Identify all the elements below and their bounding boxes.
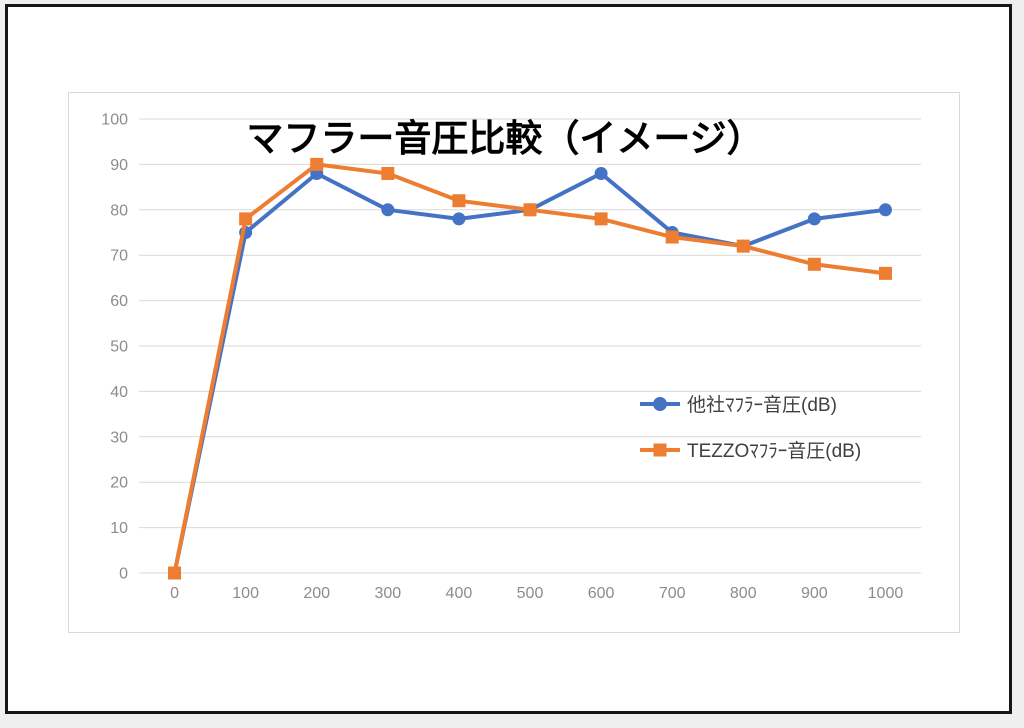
- y-axis-tick-label: 100: [101, 112, 128, 129]
- chart-title: マフラー音圧比較（イメージ）: [246, 118, 763, 159]
- y-axis-tick-label: 80: [110, 202, 128, 219]
- y-axis-tick-label: 0: [119, 566, 128, 583]
- x-axis-tick-label: 600: [588, 585, 615, 602]
- data-point-marker-0: [452, 212, 466, 226]
- x-axis-tick-label: 300: [374, 585, 401, 602]
- y-axis-tick-label: 40: [110, 384, 128, 401]
- y-axis-tick-label: 70: [110, 248, 128, 265]
- y-axis-tick-label: 50: [110, 339, 128, 356]
- data-point-marker-1: [878, 266, 892, 280]
- y-axis-tick-label: 60: [110, 293, 128, 310]
- legend-marker-1: [653, 443, 667, 457]
- data-point-marker-1: [310, 157, 324, 171]
- legend-label-0: 他社ﾏﾌﾗｰ音圧(dB): [687, 394, 837, 416]
- x-axis-tick-label: 700: [659, 585, 686, 602]
- legend-marker-0: [653, 397, 667, 411]
- y-axis-tick-label: 90: [110, 157, 128, 174]
- series-line-1: [172, 162, 888, 575]
- x-axis-tick-label: 900: [801, 585, 828, 602]
- data-point-marker-0: [878, 203, 892, 217]
- y-axis-tick-label: 10: [110, 520, 128, 537]
- data-point-marker-1: [807, 257, 821, 271]
- data-point-marker-1: [168, 566, 182, 580]
- series-line-0: [172, 171, 888, 575]
- data-point-marker-1: [381, 166, 395, 180]
- x-axis-tick-label: 0: [170, 585, 179, 602]
- data-point-marker-1: [736, 239, 750, 253]
- data-point-marker-0: [807, 212, 821, 226]
- x-axis-tick-label: 800: [730, 585, 757, 602]
- data-point-marker-0: [594, 166, 608, 180]
- x-axis-tick-label: 1000: [868, 585, 904, 602]
- data-point-marker-1: [523, 203, 537, 217]
- data-point-marker-1: [665, 230, 679, 244]
- data-point-marker-1: [239, 212, 253, 226]
- x-axis-tick-label: 100: [232, 585, 259, 602]
- data-point-marker-1: [452, 194, 466, 208]
- x-axis-tick-label: 500: [517, 585, 544, 602]
- data-point-marker-0: [381, 203, 395, 217]
- x-axis-tick-label: 200: [303, 585, 330, 602]
- y-axis-tick-label: 20: [110, 475, 128, 492]
- y-axis-tick-label: 30: [110, 429, 128, 446]
- chart-container: 0 10 20 30 40 50 60 70 80 90 100 0 100 200 300 400 500 60…: [68, 92, 960, 633]
- data-point-marker-1: [594, 212, 608, 226]
- x-axis-tick-label: 400: [446, 585, 473, 602]
- legend-label-1: TEZZOﾏﾌﾗｰ音圧(dB): [687, 440, 861, 462]
